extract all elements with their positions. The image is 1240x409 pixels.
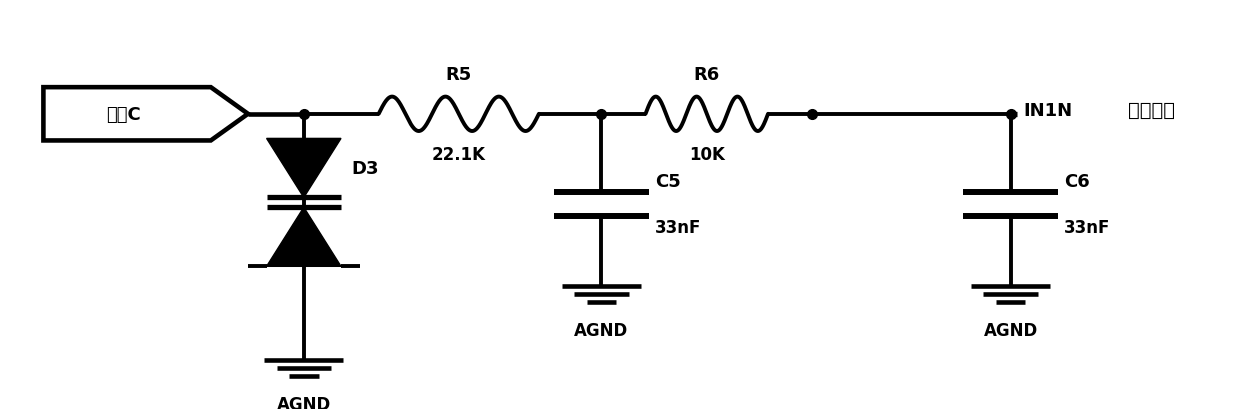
Text: C6: C6 <box>1064 172 1090 190</box>
Text: 22.1K: 22.1K <box>432 145 486 163</box>
Text: 脑电负极: 脑电负极 <box>1128 101 1176 120</box>
Text: 33nF: 33nF <box>1064 219 1110 237</box>
Text: D3: D3 <box>351 160 378 178</box>
Polygon shape <box>267 139 341 198</box>
Text: 10K: 10K <box>689 145 724 163</box>
Text: C5: C5 <box>655 172 681 190</box>
Text: AGND: AGND <box>277 395 331 409</box>
Text: 33nF: 33nF <box>655 219 701 237</box>
Polygon shape <box>267 208 341 267</box>
Text: IN1N: IN1N <box>1023 101 1073 119</box>
Text: 电极C: 电极C <box>107 106 141 124</box>
Text: R6: R6 <box>693 66 720 84</box>
Text: R5: R5 <box>445 66 472 84</box>
Polygon shape <box>43 88 248 141</box>
Text: AGND: AGND <box>574 321 629 339</box>
Text: AGND: AGND <box>983 321 1038 339</box>
